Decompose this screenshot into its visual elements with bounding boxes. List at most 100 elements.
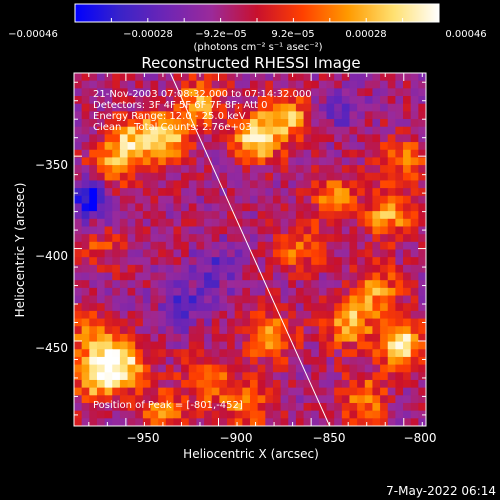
heatmap-cell: [250, 418, 259, 426]
heatmap-cell: [119, 241, 129, 251]
heatmap-cell: [257, 303, 266, 312]
heatmap-cell: [265, 295, 274, 304]
heatmap-cell: [257, 395, 266, 404]
heatmap-cell: [150, 195, 159, 205]
heatmap-cell: [96, 341, 106, 350]
heatmap-cell: [272, 272, 282, 281]
heatmap-cell: [403, 142, 412, 151]
heatmap-cell: [257, 218, 266, 228]
heatmap-cell: [280, 73, 289, 82]
heatmap-cell: [219, 410, 228, 419]
heatmap-cell: [150, 218, 159, 228]
heatmap-cell: [341, 165, 351, 174]
heatmap-cell: [318, 410, 328, 419]
heatmap-cell: [257, 310, 266, 320]
heatmap-cell: [395, 264, 404, 274]
heatmap-cell: [211, 349, 220, 358]
heatmap-cell: [311, 333, 320, 343]
heatmap-cell: [104, 356, 113, 366]
heatmap-cell: [135, 188, 144, 197]
heatmap-cell: [295, 157, 305, 166]
heatmap-cell: [227, 73, 236, 82]
heatmap-cell: [81, 295, 90, 304]
heatmap-cell: [112, 103, 121, 112]
heatmap-cell: [303, 272, 312, 281]
heatmap-cell: [303, 134, 312, 143]
heatmap-cell: [188, 387, 198, 396]
heatmap-cell: [295, 333, 305, 343]
heatmap-cell: [242, 134, 251, 143]
heatmap-cell: [410, 333, 419, 343]
heatmap-cell: [104, 372, 113, 381]
heatmap-cell: [112, 119, 121, 128]
heatmap-cell: [341, 272, 351, 281]
heatmap-cell: [311, 149, 320, 159]
heatmap-cell: [135, 272, 144, 281]
heatmap-cell: [265, 73, 274, 82]
heatmap-cell: [311, 226, 320, 235]
heatmap-cell: [364, 73, 374, 82]
heatmap-cell: [211, 142, 220, 151]
heatmap-cell: [295, 395, 305, 404]
heatmap-cell: [357, 180, 366, 189]
heatmap-cell: [196, 188, 205, 197]
heatmap-cell: [318, 126, 328, 135]
heatmap-cell: [81, 264, 90, 274]
heatmap-cell: [158, 211, 167, 220]
heatmap-cell: [112, 241, 121, 251]
heatmap-cell: [265, 379, 274, 389]
heatmap-cell: [341, 364, 351, 373]
heatmap-cell: [242, 96, 251, 105]
heatmap-cell: [395, 402, 404, 412]
heatmap-cell: [89, 134, 98, 143]
heatmap-cell: [410, 410, 419, 419]
heatmap-cell: [181, 372, 190, 381]
heatmap-cell: [303, 349, 312, 358]
heatmap-cell: [334, 318, 343, 327]
heatmap-cell: [334, 88, 343, 97]
heatmap-cell: [326, 356, 335, 366]
heatmap-cell: [288, 203, 297, 212]
heatmap-cell: [234, 349, 243, 358]
heatmap-cell: [112, 303, 121, 312]
heatmap-cell: [265, 195, 274, 205]
heatmap-cell: [380, 349, 389, 358]
heatmap-cell: [288, 188, 297, 197]
heatmap-cell: [257, 287, 266, 297]
heatmap-cell: [74, 234, 83, 243]
heatmap-cell: [372, 402, 381, 412]
heatmap-cell: [272, 418, 282, 426]
heatmap-cell: [74, 142, 83, 151]
heatmap-cell: [395, 195, 404, 205]
heatmap-cell: [165, 73, 175, 82]
heatmap-cell: [74, 295, 83, 304]
heatmap-cell: [135, 126, 144, 135]
heatmap-cell: [211, 264, 220, 274]
heatmap-cell: [341, 280, 351, 289]
heatmap-cell: [204, 96, 213, 105]
heatmap-cell: [104, 73, 113, 82]
heatmap-cell: [158, 80, 167, 89]
colorbar-tick-label: −9.2e−05: [195, 29, 247, 40]
heatmap-cell: [242, 249, 251, 258]
heatmap-cell: [410, 203, 419, 212]
heatmap-cell: [410, 172, 419, 182]
heatmap-cell: [303, 241, 312, 251]
heatmap-cell: [81, 272, 90, 281]
heatmap-cell: [104, 119, 113, 128]
heatmap-cell: [150, 402, 159, 412]
heatmap-cell: [311, 165, 320, 174]
heatmap-cell: [341, 180, 351, 189]
heatmap-cell: [265, 272, 274, 281]
heatmap-cell: [250, 226, 259, 235]
heatmap-cell: [127, 119, 136, 128]
heatmap-cell: [173, 203, 182, 212]
heatmap-cell: [74, 165, 83, 174]
heatmap-cell: [395, 134, 404, 143]
heatmap-cell: [357, 356, 366, 366]
heatmap-cell: [387, 226, 396, 235]
heatmap-cell: [326, 188, 335, 197]
heatmap-cell: [112, 249, 121, 258]
heatmap-cell: [357, 379, 366, 389]
heatmap-cell: [250, 326, 259, 335]
